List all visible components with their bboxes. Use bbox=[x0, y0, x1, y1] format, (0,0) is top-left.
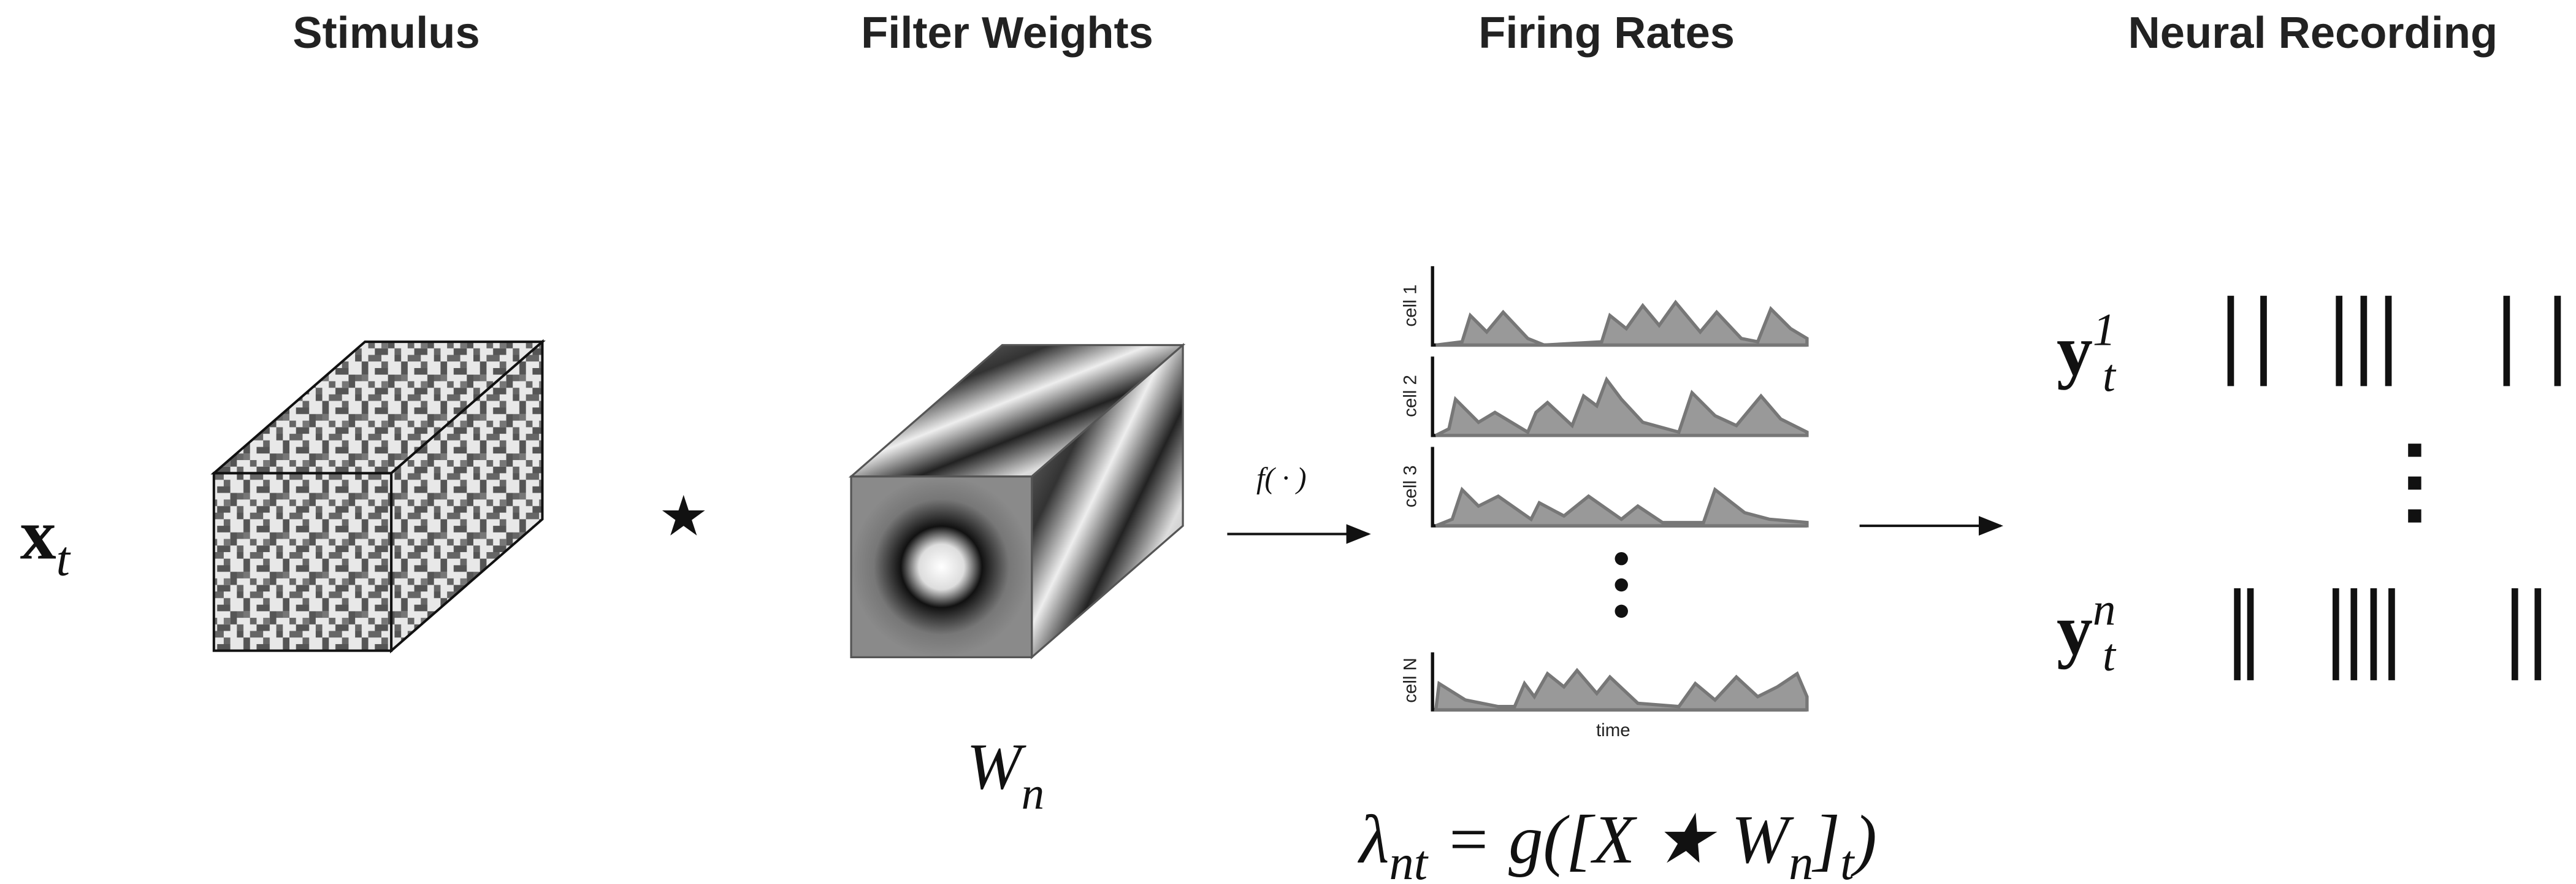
cell-label: cell N bbox=[1400, 658, 1420, 703]
eq-part: ) bbox=[1850, 802, 1876, 878]
stimulus-cube bbox=[210, 339, 546, 654]
eq-part: = g([X ★ W bbox=[1428, 802, 1794, 878]
superscript: 1 bbox=[2093, 304, 2116, 355]
equation: λnt = g([X ★ Wn]t) bbox=[1358, 802, 1877, 884]
firing-rate-panel: cell 2 bbox=[1400, 356, 1809, 437]
spike-raster bbox=[2227, 296, 2561, 386]
title: Filter Weights bbox=[861, 9, 1153, 58]
cell-label: cell 3 bbox=[1400, 465, 1420, 507]
recording-symbol: y1 t bbox=[2057, 304, 2117, 401]
firing-rate-panel: cell 1 bbox=[1400, 266, 1809, 347]
spike-raster bbox=[2234, 588, 2542, 680]
recording-symbol: yn t bbox=[2057, 584, 2117, 681]
superscript: n bbox=[2093, 584, 2116, 635]
title: Firing Rates bbox=[1478, 9, 1735, 58]
cell-label: cell 2 bbox=[1400, 375, 1420, 417]
eq-sub: nt bbox=[1389, 836, 1429, 884]
x-label: time bbox=[1596, 720, 1630, 740]
title: Stimulus bbox=[292, 9, 480, 58]
ellipsis bbox=[2408, 444, 2421, 523]
subscript: t bbox=[56, 531, 71, 586]
stimulus-symbol: xt bbox=[20, 495, 71, 586]
nonlinearity: f( · ) bbox=[1256, 462, 1307, 494]
symbol: x bbox=[20, 495, 56, 575]
operator: ★ bbox=[659, 486, 709, 548]
eq-sub: t bbox=[1840, 836, 1855, 884]
symbol: W bbox=[966, 731, 1026, 804]
title: Neural Recording bbox=[2128, 9, 2498, 58]
subscript: t bbox=[2103, 630, 2117, 681]
firing-rate-panel: cell 3 bbox=[1400, 447, 1809, 528]
filter-cube bbox=[848, 342, 1186, 659]
symbol: y bbox=[2057, 311, 2093, 391]
filter-symbol: Wn bbox=[966, 731, 1044, 819]
eq-part: ] bbox=[1811, 802, 1840, 878]
symbol: y bbox=[2057, 590, 2093, 670]
eq-sub: n bbox=[1789, 836, 1813, 884]
cell-label: cell 1 bbox=[1400, 285, 1420, 327]
subscript: n bbox=[1022, 768, 1045, 819]
eq-part: λ bbox=[1358, 802, 1389, 878]
firing-rate-panel: cell N time bbox=[1400, 652, 1809, 740]
subscript: t bbox=[2103, 350, 2117, 401]
ellipsis bbox=[1615, 552, 1628, 618]
